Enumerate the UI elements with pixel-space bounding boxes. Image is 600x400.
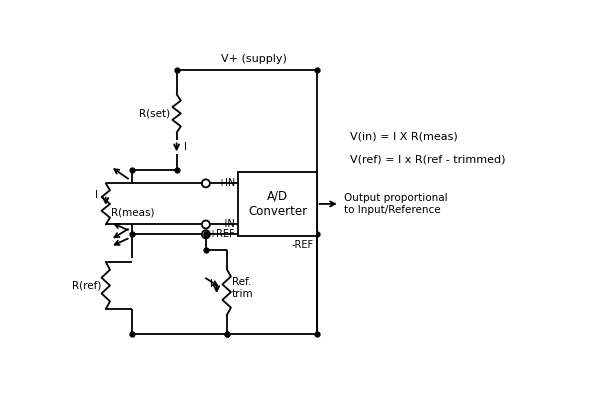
Text: V(in) = I X R(meas): V(in) = I X R(meas) xyxy=(350,132,458,142)
Text: I: I xyxy=(95,190,98,200)
Text: V+ (supply): V+ (supply) xyxy=(221,54,287,64)
Text: A/D
Converter: A/D Converter xyxy=(248,190,307,218)
Text: -IN: -IN xyxy=(221,220,235,230)
Text: +REF: +REF xyxy=(208,229,235,239)
Bar xyxy=(238,172,317,236)
Text: I: I xyxy=(210,279,213,289)
Text: Ref.
trim: Ref. trim xyxy=(232,278,254,299)
Text: R(meas): R(meas) xyxy=(111,208,155,218)
Text: Output proportional
to Input/Reference: Output proportional to Input/Reference xyxy=(344,193,448,215)
Text: R(ref): R(ref) xyxy=(72,280,101,290)
Text: R(set): R(set) xyxy=(139,108,170,118)
Text: V(ref) = I x R(ref - trimmed): V(ref) = I x R(ref - trimmed) xyxy=(350,155,505,165)
Text: I: I xyxy=(184,142,187,152)
Text: -REF: -REF xyxy=(292,240,314,250)
Text: +IN: +IN xyxy=(217,178,235,188)
